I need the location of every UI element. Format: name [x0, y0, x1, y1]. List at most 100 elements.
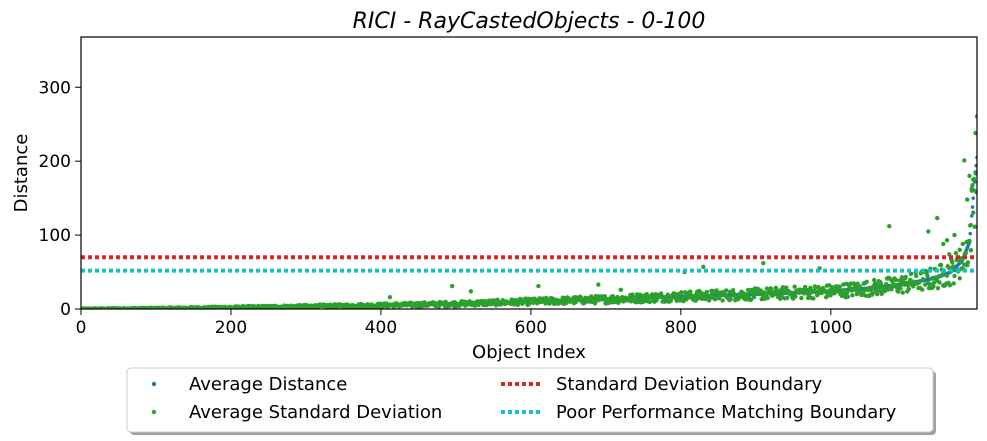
average-standard-deviation-point	[947, 283, 953, 288]
legend-label-average-standard-deviation: Average Standard Deviation	[189, 402, 442, 423]
average-standard-deviation-point	[845, 294, 851, 299]
average-standard-deviation-point	[854, 291, 860, 297]
average-standard-deviation-point	[937, 280, 942, 285]
average-standard-deviation-point	[965, 260, 971, 265]
average-standard-deviation-point	[871, 277, 877, 283]
average-standard-deviation-outlier	[536, 283, 541, 289]
average-standard-deviation-point	[837, 284, 842, 289]
average-standard-deviation-point	[595, 298, 601, 303]
average-standard-deviation-point	[844, 290, 850, 295]
average-standard-deviation-point	[917, 280, 922, 285]
average-standard-deviation-point	[877, 288, 882, 293]
average-standard-deviation-point	[793, 294, 798, 299]
series-average-standard-deviation	[81, 114, 977, 309]
average-standard-deviation-point	[864, 279, 869, 284]
legend-label-standard-deviation-boundary: Standard Deviation Boundary	[556, 374, 822, 395]
average-standard-deviation-point	[950, 259, 955, 265]
average-standard-deviation-point	[914, 273, 919, 279]
average-standard-deviation-point	[950, 264, 956, 269]
average-standard-deviation-point	[898, 286, 903, 291]
average-standard-deviation-point	[952, 273, 957, 279]
average-standard-deviation-point	[764, 286, 770, 291]
average-standard-deviation-point	[658, 291, 664, 296]
average-distance-point	[968, 231, 973, 236]
legend-marker-average-standard-deviation	[151, 409, 157, 415]
average-standard-deviation-point	[936, 274, 941, 279]
average-standard-deviation-point	[628, 299, 634, 304]
average-standard-deviation-point	[799, 295, 804, 301]
plot-frame	[80, 36, 978, 310]
average-standard-deviation-point	[665, 292, 671, 297]
average-standard-deviation-point	[792, 284, 797, 289]
average-standard-deviation-point	[938, 262, 944, 268]
average-standard-deviation-point	[920, 276, 926, 282]
average-distance-point	[970, 205, 975, 209]
average-standard-deviation-outlier	[957, 247, 962, 253]
average-distance-point	[969, 214, 974, 218]
average-standard-deviation-point	[592, 301, 598, 306]
average-standard-deviation-point	[712, 296, 718, 302]
x-tick-label: 200	[215, 318, 247, 338]
legend-marker-average-distance	[151, 381, 157, 387]
average-standard-deviation-point	[968, 248, 974, 253]
average-standard-deviation-point	[970, 183, 975, 188]
average-standard-deviation-outlier	[962, 158, 967, 163]
average-standard-deviation-outlier	[967, 173, 972, 179]
legend-label-poor-performance-matching-boundary: Poor Performance Matching Boundary	[556, 402, 897, 423]
average-standard-deviation-point	[728, 296, 734, 302]
average-standard-deviation-point	[784, 285, 789, 290]
average-standard-deviation-outlier	[973, 130, 977, 136]
average-standard-deviation-point	[679, 290, 684, 295]
x-axis-label: Object Index	[472, 342, 586, 363]
average-standard-deviation-outlier	[969, 188, 974, 193]
average-standard-deviation-point	[951, 281, 956, 286]
average-standard-deviation-point	[884, 281, 889, 287]
x-tick-label: 0	[76, 318, 87, 338]
average-standard-deviation-point	[563, 301, 568, 306]
x-tick-label: 1000	[809, 318, 852, 338]
average-standard-deviation-point	[900, 290, 905, 295]
average-standard-deviation-outlier	[468, 289, 474, 294]
average-standard-deviation-point	[885, 287, 890, 292]
average-standard-deviation-point	[811, 296, 816, 301]
average-standard-deviation-point	[578, 295, 583, 300]
average-standard-deviation-outlier	[887, 224, 892, 229]
average-standard-deviation-point	[908, 271, 914, 277]
legend-frame	[126, 367, 934, 433]
chart-title: RICI - RayCastedObjects - 0-100	[353, 9, 706, 34]
average-standard-deviation-point	[931, 284, 936, 289]
average-standard-deviation-point	[944, 273, 950, 278]
x-tick-label: 800	[665, 318, 697, 338]
average-standard-deviation-outlier	[965, 197, 970, 202]
average-standard-deviation-point	[960, 241, 965, 247]
x-tick-label: 400	[365, 318, 397, 338]
average-standard-deviation-outlier	[941, 241, 946, 247]
average-standard-deviation-point	[704, 289, 710, 295]
average-standard-deviation-point	[878, 281, 884, 286]
average-standard-deviation-point	[896, 289, 901, 294]
average-standard-deviation-point	[868, 287, 874, 293]
average-standard-deviation-outlier	[971, 177, 976, 182]
average-standard-deviation-point	[972, 224, 977, 229]
y-tick-label: 200	[39, 152, 71, 172]
average-standard-deviation-outlier	[618, 287, 624, 292]
average-standard-deviation-outlier	[944, 238, 950, 243]
average-standard-deviation-point	[802, 284, 808, 290]
average-standard-deviation-point	[940, 272, 945, 277]
average-standard-deviation-point	[963, 250, 968, 256]
average-standard-deviation-point	[971, 210, 976, 215]
average-standard-deviation-point	[805, 287, 810, 293]
average-standard-deviation-point	[874, 291, 880, 297]
average-standard-deviation-point	[920, 287, 925, 292]
average-standard-deviation-point	[974, 189, 977, 195]
average-standard-deviation-point	[968, 223, 973, 228]
average-standard-deviation-point	[893, 277, 899, 283]
average-standard-deviation-point	[769, 286, 774, 292]
average-distance-point	[971, 196, 976, 200]
average-standard-deviation-point	[784, 295, 790, 301]
average-standard-deviation-point	[730, 288, 736, 293]
average-standard-deviation-point	[744, 292, 749, 297]
average-standard-deviation-point	[850, 293, 855, 298]
average-standard-deviation-point	[688, 289, 693, 294]
